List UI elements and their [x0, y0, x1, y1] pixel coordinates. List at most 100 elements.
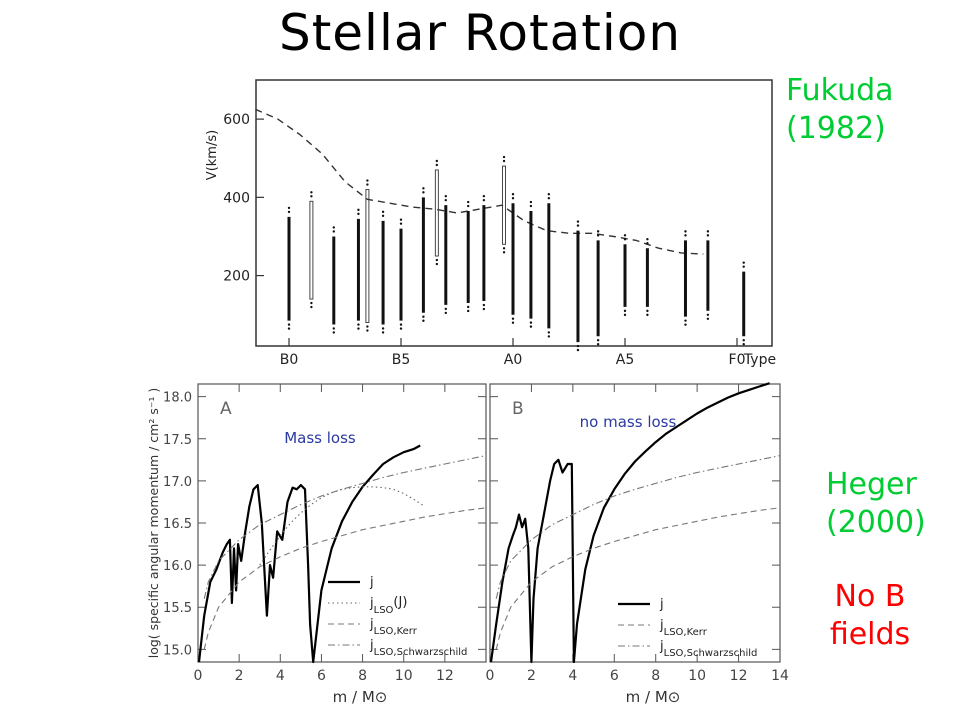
legend-label: jLSO,Schwarzschild	[369, 638, 467, 658]
no-b-fields-note: No B fields	[828, 578, 912, 654]
range-end-dot	[332, 226, 335, 229]
velocity-range-open	[309, 200, 314, 300]
range-end-dot	[467, 200, 470, 204]
range-end-dot	[482, 198, 486, 202]
heger-note: Heger (2000)	[826, 466, 926, 542]
range-end-dot	[623, 234, 627, 237]
range-end-dot	[332, 331, 335, 334]
x-tick-label: 12	[436, 668, 454, 684]
range-end-dot	[547, 197, 551, 200]
range-end-dot	[310, 195, 313, 198]
range-end-dot	[511, 197, 515, 200]
range-end-dot	[623, 313, 627, 317]
x-tick-label: B5	[392, 352, 411, 368]
x-tick-label: 6	[610, 668, 619, 684]
range-end-dot	[482, 303, 486, 307]
y-axis-label: log( specific angular momentum / cm² s⁻¹…	[146, 388, 161, 659]
range-end-dot	[357, 208, 360, 212]
x-tick-label: 2	[235, 668, 244, 684]
range-end-dot	[646, 242, 649, 245]
panel-a-label: A	[220, 399, 232, 419]
range-end-dot	[381, 331, 385, 334]
fukuda-label: Fukuda	[786, 73, 894, 108]
range-end-dot	[287, 210, 291, 214]
slide-title: Stellar Rotation	[278, 4, 682, 62]
x-tick-label: 12	[730, 668, 748, 684]
legend-label: j	[659, 597, 664, 612]
x-axis-label: m / M⊙	[333, 688, 388, 706]
range-end-dot	[366, 179, 369, 182]
range-end-dot	[684, 323, 687, 326]
x-tick-label: F0	[729, 352, 746, 368]
legend-label: jLSO,Kerr	[659, 618, 708, 638]
range-end-dot	[576, 344, 580, 348]
range-end-dot	[422, 319, 425, 322]
range-end-dot	[596, 343, 600, 346]
x-tick-label: 10	[688, 668, 706, 684]
range-end-dot	[529, 325, 533, 328]
series-line-j	[489, 382, 770, 664]
range-end-dot	[482, 307, 486, 311]
y-tick-label: 15.0	[163, 643, 192, 658]
range-end-dot	[547, 335, 551, 338]
x-tick-label: B0	[280, 352, 299, 368]
panel-a-annotation: Mass loss	[284, 429, 356, 447]
no-b-label: No B	[834, 579, 906, 614]
range-end-dot	[529, 200, 533, 204]
range-end-dot	[357, 327, 360, 330]
x-tick-label: 4	[568, 668, 577, 684]
legend-label: jLSO,Schwarzschild	[659, 639, 757, 659]
range-end-dot	[576, 224, 580, 227]
range-end-dot	[381, 214, 385, 218]
range-end-dot	[576, 220, 580, 223]
range-end-dot	[310, 305, 313, 309]
fukuda-year: (1982)	[786, 111, 886, 146]
range-end-dot	[444, 311, 447, 315]
x-axis-label: Type	[743, 352, 776, 368]
range-end-dot	[467, 204, 470, 208]
x-tick-label: A5	[616, 352, 634, 368]
range-end-dot	[435, 258, 439, 262]
range-end-dot	[596, 339, 600, 342]
x-tick-label: 6	[317, 668, 326, 684]
range-end-dot	[511, 317, 515, 320]
y-tick-label: 16.0	[163, 559, 192, 574]
range-end-dot	[502, 247, 506, 250]
range-end-dot	[547, 331, 551, 334]
range-end-dot	[502, 155, 506, 159]
range-end-dot	[381, 210, 385, 214]
x-tick-label: 10	[395, 668, 413, 684]
range-end-dot	[467, 309, 470, 313]
range-end-dot	[357, 323, 360, 326]
range-end-dot	[511, 193, 515, 196]
fields-label: fields	[829, 617, 911, 652]
range-end-dot	[287, 323, 291, 326]
range-end-dot	[646, 313, 649, 317]
series-line-jlsokerr	[203, 507, 487, 650]
range-end-dot	[529, 204, 533, 208]
range-end-dot	[332, 230, 335, 233]
series-line-jlsoschwarzschild	[495, 455, 781, 599]
heger-background	[141, 377, 795, 707]
legend-label: jLSO,Kerr	[369, 617, 418, 637]
y-axis-label: V(km/s)	[205, 130, 220, 180]
legend-label: j	[369, 575, 374, 590]
range-end-dot	[399, 218, 403, 221]
x-tick-label: A0	[504, 352, 522, 368]
range-end-dot	[357, 212, 360, 216]
range-end-dot	[742, 261, 745, 264]
range-end-dot	[399, 323, 403, 326]
range-end-dot	[399, 327, 403, 330]
x-tick-label: 8	[651, 668, 660, 684]
velocity-range-open	[365, 189, 370, 323]
series-line-j	[197, 444, 421, 664]
velocity-range-open	[502, 165, 506, 245]
range-end-dot	[684, 234, 687, 237]
y-tick-label: 15.5	[163, 601, 192, 616]
range-end-dot	[646, 238, 649, 241]
dashed-envelope-curve	[255, 108, 704, 255]
legend-label: jLSO(J)	[369, 595, 407, 616]
range-end-dot	[511, 321, 515, 324]
range-end-dot	[422, 191, 425, 194]
